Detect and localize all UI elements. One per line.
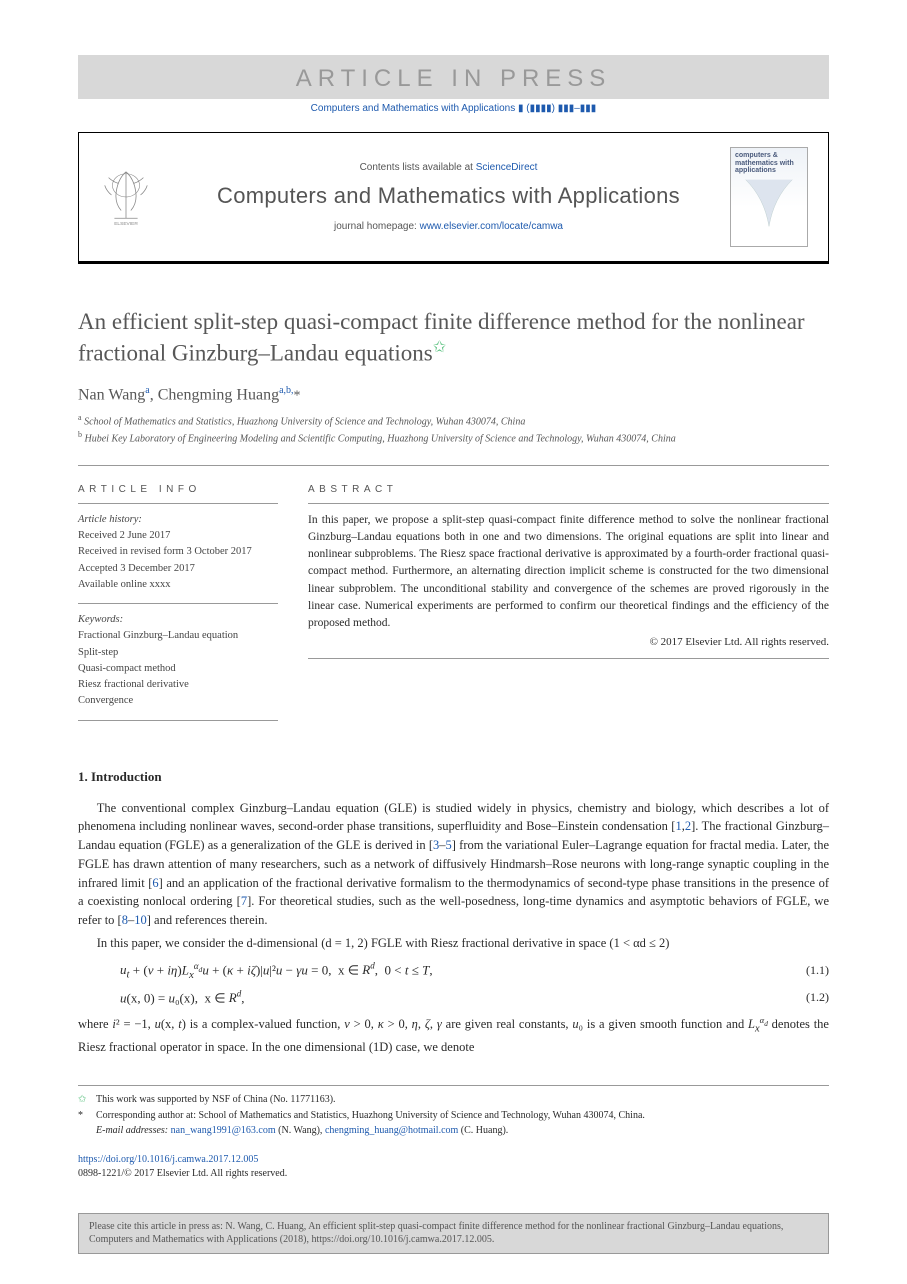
ref-link-10[interactable]: 10 <box>134 913 147 927</box>
divider <box>308 503 829 504</box>
equation-1-1: ut + (ν + iη)Lxαdu + (κ + iζ)|u|²u − γu … <box>120 961 829 981</box>
email-link-1[interactable]: nan_wang1991@163.com <box>171 1125 276 1136</box>
sciencedirect-link[interactable]: ScienceDirect <box>476 162 538 173</box>
svg-text:ELSEVIER: ELSEVIER <box>114 220 138 225</box>
affiliations: a School of Mathematics and Statistics, … <box>78 412 829 447</box>
revised-date: Received in revised form 3 October 2017 <box>78 544 278 560</box>
divider <box>78 603 278 604</box>
journal-masthead: ELSEVIER Contents lists available at Sci… <box>78 132 829 262</box>
online-date: Available online xxxx <box>78 577 278 593</box>
doi-link[interactable]: https://doi.org/10.1016/j.camwa.2017.12.… <box>78 1154 258 1165</box>
author-2: Chengming Huang <box>158 386 279 403</box>
abstract-column: ABSTRACT In this paper, we propose a spl… <box>308 484 829 721</box>
journal-homepage-link[interactable]: www.elsevier.com/locate/camwa <box>420 221 563 232</box>
title-footnote-star: ✩ <box>433 339 446 356</box>
contents-available-line: Contents lists available at ScienceDirec… <box>167 162 730 173</box>
footnote-corresponding: Corresponding author at: School of Mathe… <box>96 1108 645 1139</box>
article-info-column: ARTICLE INFO Article history: Received 2… <box>78 484 278 721</box>
author-1-affil: a <box>145 385 149 396</box>
keyword: Quasi-compact method <box>78 661 278 677</box>
abstract-text: In this paper, we propose a split-step q… <box>308 512 829 633</box>
abstract-copyright: © 2017 Elsevier Ltd. All rights reserved… <box>308 636 829 648</box>
divider <box>78 465 829 466</box>
elsevier-tree-logo: ELSEVIER <box>97 164 155 226</box>
keyword: Convergence <box>78 693 278 709</box>
equation-number: (1.2) <box>806 990 829 1005</box>
footnote-asterisk-icon: * <box>78 1108 90 1139</box>
received-date: Received 2 June 2017 <box>78 528 278 544</box>
footnote-funding: This work was supported by NSF of China … <box>96 1092 336 1108</box>
footnote-star-icon: ✩ <box>78 1092 90 1108</box>
issn-copyright: 0898-1221/© 2017 Elsevier Ltd. All right… <box>78 1168 287 1179</box>
keywords-label: Keywords: <box>78 612 278 628</box>
divider <box>308 658 829 659</box>
section-1-heading: 1. Introduction <box>78 769 829 785</box>
equation-1-2: u(x, 0) = u₀(x), x ∈ Rd, (1.2) <box>120 989 829 1006</box>
keyword: Fractional Ginzburg–Landau equation <box>78 628 278 644</box>
keyword: Riesz fractional derivative <box>78 677 278 693</box>
journal-cover-thumbnail: computers & mathematics with application… <box>730 147 808 247</box>
doi-block: https://doi.org/10.1016/j.camwa.2017.12.… <box>78 1153 829 1181</box>
abstract-heading: ABSTRACT <box>308 484 829 495</box>
footnotes: ✩ This work was supported by NSF of Chin… <box>78 1085 829 1139</box>
corresponding-mark: * <box>294 388 301 403</box>
history-label: Article history: <box>78 514 142 525</box>
author-list: Nan Wanga, Chengming Huanga,b,* <box>78 385 829 404</box>
article-in-press-banner: ARTICLE IN PRESS <box>78 55 829 99</box>
please-cite-box: Please cite this article in press as: N.… <box>78 1213 829 1254</box>
journal-title: Computers and Mathematics with Applicati… <box>167 183 730 209</box>
intro-paragraph-2: In this paper, we consider the d-dimensi… <box>78 934 829 953</box>
accepted-date: Accepted 3 December 2017 <box>78 561 278 577</box>
journal-homepage-line: journal homepage: www.elsevier.com/locat… <box>167 221 730 232</box>
article-info-heading: ARTICLE INFO <box>78 484 278 495</box>
author-2-affil: a,b, <box>279 385 293 396</box>
article-title: An efficient split-step quasi-compact fi… <box>78 306 829 369</box>
equation-number: (1.1) <box>806 963 829 978</box>
email-link-2[interactable]: chengming_huang@hotmail.com <box>325 1125 458 1136</box>
divider <box>78 503 278 504</box>
intro-paragraph-1: The conventional complex Ginzburg–Landau… <box>78 799 829 930</box>
author-1: Nan Wang <box>78 386 145 403</box>
banner-citation-stub: Computers and Mathematics with Applicati… <box>78 103 829 114</box>
keyword: Split-step <box>78 645 278 661</box>
equation-where-clause: where i² = −1, u(x, t) is a complex-valu… <box>78 1014 829 1057</box>
